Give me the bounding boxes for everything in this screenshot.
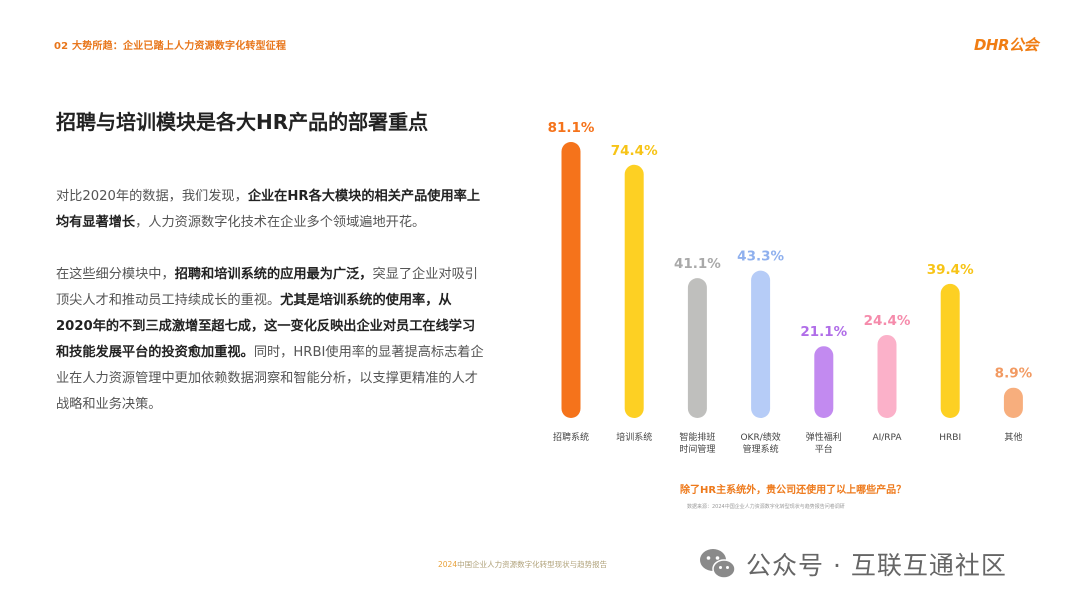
wechat-icon [700, 549, 736, 579]
bar-2 [687, 278, 707, 418]
paragraph-intro-bold: 企业在HR各大模块的相关产品使用率上均有显著增长 [56, 189, 481, 230]
breadcrumb: 02 大势所趋：企业已踏上人力资源数字化转型征程 [54, 41, 287, 52]
category-label-4-0: 弹性福利 [806, 431, 842, 443]
category-label-3-0: OKR/绩效 [740, 431, 780, 443]
footer-report-name: 中国企业人力资源数字化转型现状与趋势报告 [457, 560, 608, 569]
paragraph-detail: 在这些细分模块中，招聘和培训系统的应用最为广泛，突显了企业对吸引顶尖人才和推动员… [56, 262, 486, 418]
dhr-logo: DHR公会 [973, 36, 1039, 54]
bar-6 [940, 283, 960, 418]
bar-1 [624, 164, 644, 418]
data-source: 数据来源：2024中国企业人力资源数字化转型现状与趋势报告问卷调研 [687, 504, 845, 510]
paragraph-detail-text-e: 同时，HRBI使用率的显著提高标志着企业在人力资源管理中更加依赖数据洞察和智能分… [56, 345, 484, 412]
category-label-0-0: 招聘系统 [553, 431, 589, 443]
bar-5 [877, 334, 897, 418]
value-label-3: 43.3% [737, 249, 784, 265]
paragraph-detail-text-a: 在这些细分模块中， [56, 267, 175, 282]
value-label-5: 24.4% [864, 313, 911, 329]
paragraph-intro-text-a: 对比2020年的数据，我们发现， [56, 189, 248, 204]
category-label-2-1: 时间管理 [679, 443, 715, 455]
value-label-0: 81.1% [548, 120, 595, 136]
paragraph-detail-bold-d: 尤其是培训系统的使用率，从2020年的不到三成激增至超七成，这一变化反映出企业对… [56, 293, 476, 360]
paragraph-intro: 对比2020年的数据，我们发现，企业在HR各大模块的相关产品使用率上均有显著增长… [56, 184, 486, 236]
bar-chart: 81.1% 招聘系统 74.4% 培训系统 41.1% 智能排班 时间管理 43.3% OKR/… [530, 100, 1050, 460]
value-label-7: 8.9% [995, 366, 1033, 382]
footer-report-year: 2024 [438, 560, 458, 569]
category-label-4-1: 平台 [815, 443, 833, 455]
category-label-5-0: AI/RPA [872, 433, 902, 443]
footer-report-title: 2024中国企业人力资源数字化转型现状与趋势报告 [438, 559, 607, 570]
paragraph-detail-bold-b: 招聘和培训系统的应用最为广泛， [174, 267, 373, 282]
bar-0 [561, 142, 581, 418]
paragraph-intro-text-c: ，人力资源数字化技术在企业多个领域遍地开花。 [135, 215, 426, 230]
bar-4 [814, 346, 834, 418]
value-label-1: 74.4% [611, 143, 658, 159]
category-label-3-1: 管理系统 [743, 443, 779, 455]
bar-7 [1003, 387, 1023, 418]
value-label-6: 39.4% [927, 262, 974, 278]
survey-question: 除了HR主系统外，贵公司还使用了以上哪些产品？ [680, 485, 907, 496]
category-label-1-0: 培训系统 [616, 431, 652, 443]
wechat-watermark: 公众号 · 互联互通社区 [698, 546, 1007, 582]
page-title: 招聘与培训模块是各大HR产品的部署重点 [56, 110, 429, 134]
value-label-4: 21.1% [800, 324, 847, 340]
category-label-7-0: 其他 [1004, 431, 1022, 443]
bar-3 [751, 270, 771, 418]
value-label-2: 41.1% [674, 256, 721, 272]
wechat-account-name: 公众号 · 互联互通社区 [746, 551, 1007, 580]
category-label-2-0: 智能排班 [679, 431, 715, 443]
paragraph-detail-text-c: 突显了企业对吸引顶尖人才和推动员工持续成长的重视。 [56, 267, 478, 308]
category-label-6-0: HRBI [939, 433, 961, 443]
